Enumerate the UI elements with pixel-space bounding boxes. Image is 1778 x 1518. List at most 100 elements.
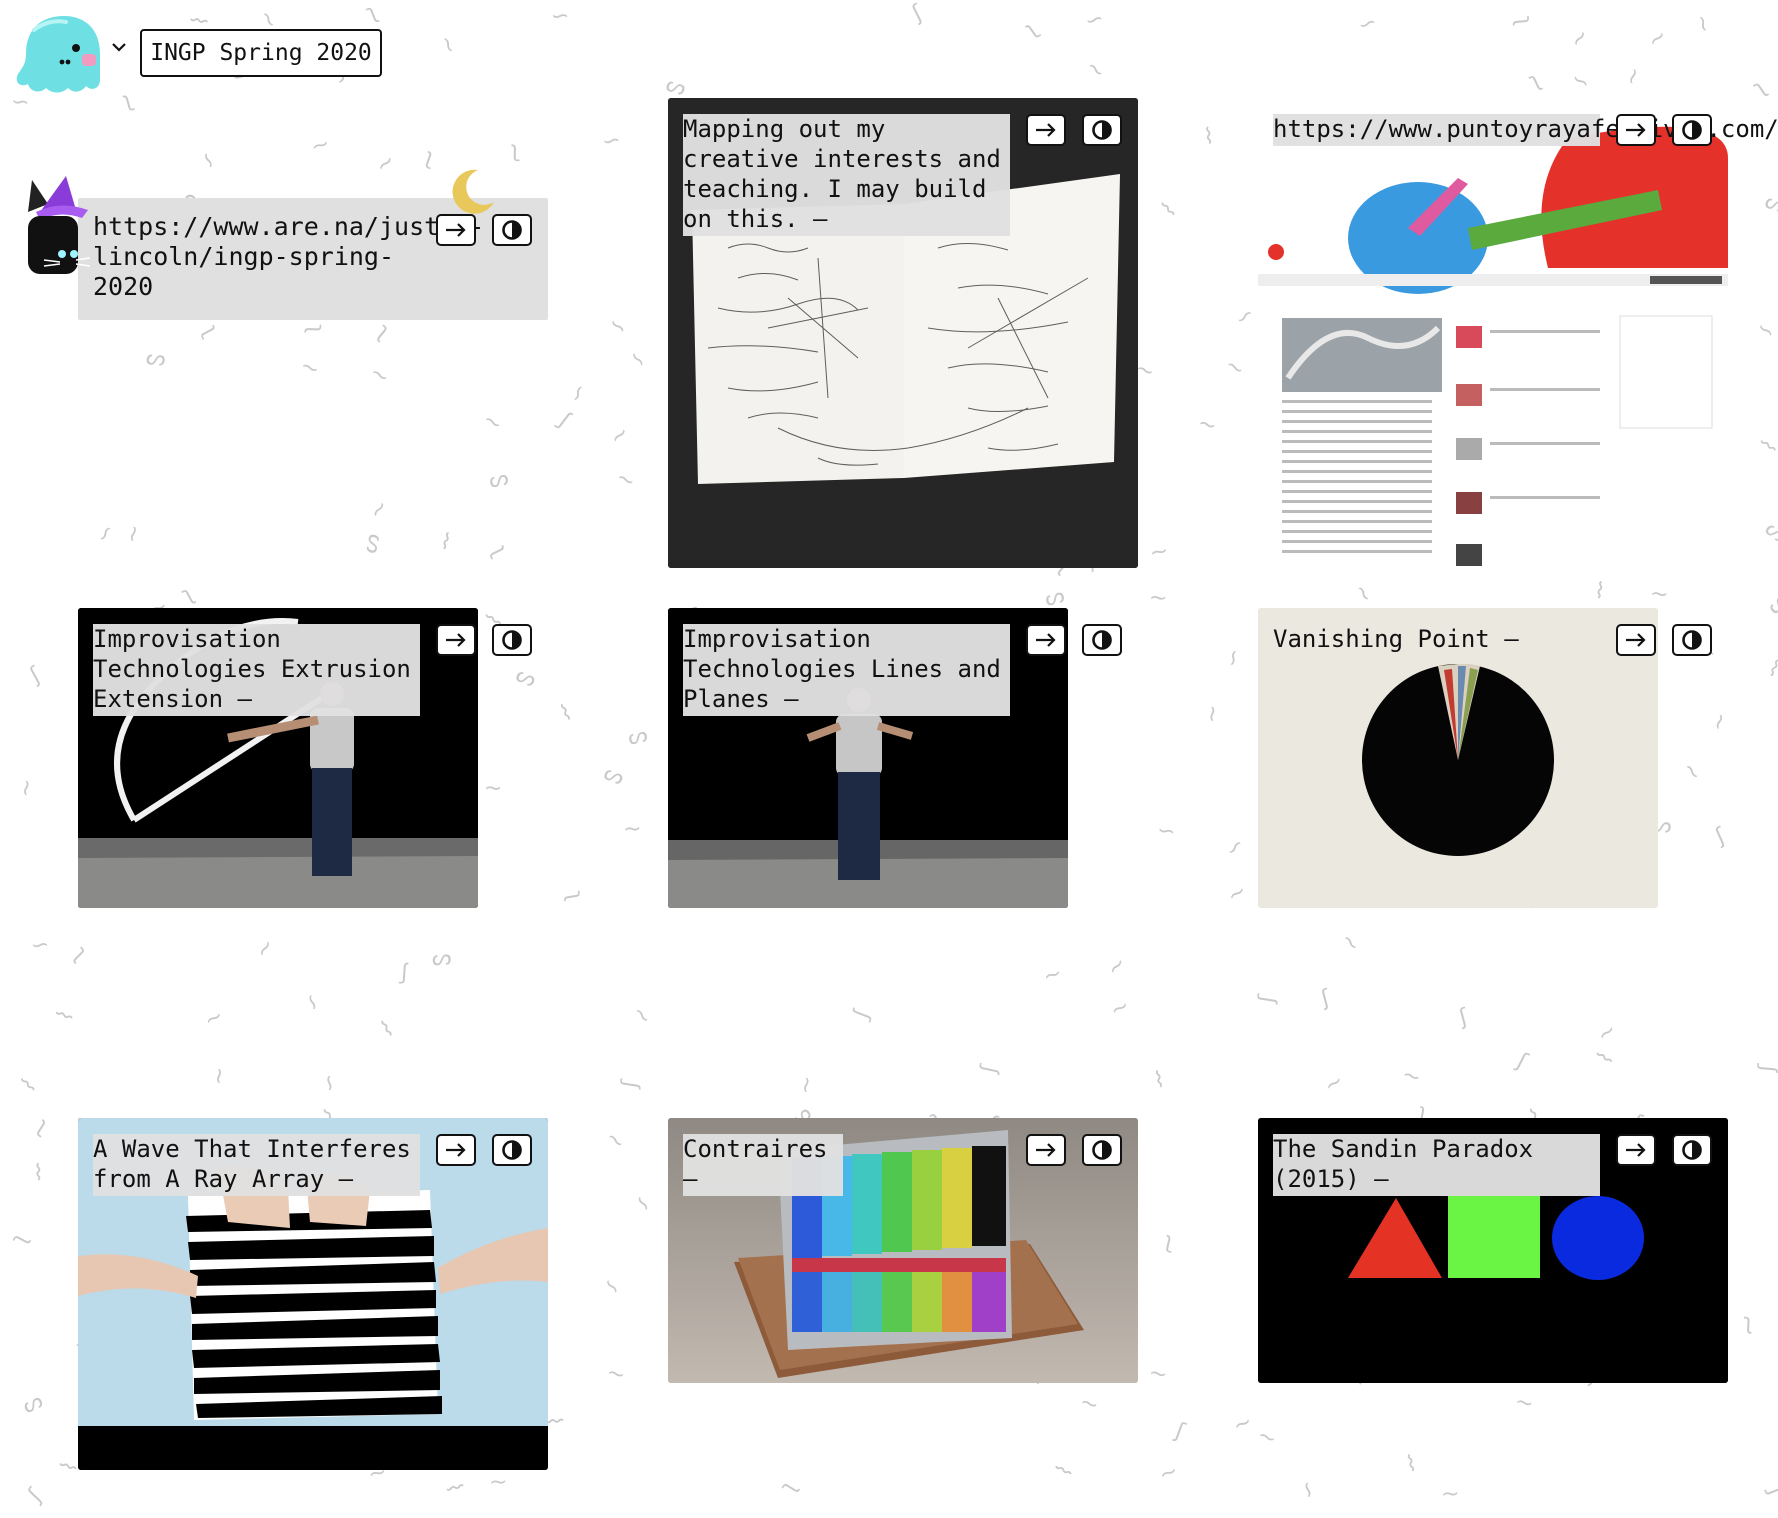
squiggle-mark: ~ <box>1146 1359 1170 1388</box>
squiggle-mark: ≀ <box>1645 27 1671 50</box>
view-card-button[interactable] <box>1082 114 1122 146</box>
card-title: Vanishing Point – <box>1273 625 1519 653</box>
video-card-lines-planes[interactable]: Improvisation Technologies Lines and Pla… <box>668 608 1122 908</box>
card-title: https://www.are.na/justin-lincoln/ingp-s… <box>93 212 485 301</box>
squiggle-mark: ~ <box>626 1000 658 1031</box>
squiggle-mark: ⌇ <box>1753 432 1778 456</box>
squiggle-mark: ʅ <box>120 92 138 119</box>
squiggle-mark: ⌇ <box>16 1073 42 1099</box>
squiggle-mark: ᔕ <box>599 760 629 791</box>
squiggle-mark: ʃ <box>1712 823 1729 850</box>
open-card-button[interactable] <box>1616 624 1656 656</box>
squiggle-mark: ʃ <box>908 0 927 27</box>
squiggle-mark: ⌇ <box>1154 194 1180 221</box>
squiggle-mark: ⌇ <box>1151 1067 1167 1094</box>
squiggle-mark: ~ <box>1348 579 1380 608</box>
squiggle-mark: ⌇ <box>52 1006 80 1026</box>
squiggle-mark: ~ <box>296 352 324 383</box>
squiggle-mark: ∼ <box>1155 1457 1182 1488</box>
view-card-button[interactable] <box>492 214 532 246</box>
half-circle-contrast-icon <box>1092 1140 1112 1160</box>
open-card-button[interactable] <box>1026 114 1066 146</box>
squiggle-mark: ∽ <box>1220 647 1248 669</box>
half-circle-contrast-icon <box>502 220 522 240</box>
squiggle-mark: ≀ <box>1253 1428 1280 1447</box>
squiggle-mark: ∽ <box>316 1072 344 1094</box>
arrow-right-icon <box>1626 633 1646 647</box>
squiggle-mark: ≀ <box>1320 1073 1347 1094</box>
squiggle-mark: ⌇ <box>1403 1451 1419 1478</box>
channel-title-button[interactable]: INGP Spring 2020 <box>140 29 382 77</box>
squiggle-mark: ∼ <box>1648 581 1670 608</box>
view-card-button[interactable] <box>1082 1134 1122 1166</box>
squiggle-mark: ≀ <box>1145 545 1172 559</box>
open-card-button[interactable] <box>1616 1134 1656 1166</box>
squiggle-mark: ∽ <box>1566 66 1595 97</box>
squiggle-mark: ᔕ <box>144 344 168 373</box>
squiggle-mark: ~ <box>1039 959 1066 990</box>
arrow-right-icon <box>1036 123 1056 137</box>
squiggle-mark: ≀ <box>607 423 632 447</box>
squiggle-mark: ʅ <box>371 318 396 345</box>
squiggle-mark: ⌇ <box>443 1479 471 1495</box>
squiggle-mark: ~ <box>1398 1061 1425 1092</box>
image-card-mapping[interactable]: Mapping out my creative interests and te… <box>668 98 1138 568</box>
squiggle-mark: ~ <box>199 1003 228 1034</box>
image-card-contraires[interactable]: Contraires – <box>668 1118 1138 1383</box>
view-card-button[interactable] <box>492 624 532 656</box>
open-card-button[interactable] <box>1026 624 1066 656</box>
open-card-button[interactable] <box>436 624 476 656</box>
squiggle-mark: ⌇ <box>436 528 455 557</box>
squiggle-mark: ʅ <box>418 148 437 176</box>
link-card-are-na[interactable]: https://www.are.na/justin-lincoln/ingp-s… <box>78 198 548 320</box>
link-card-puntoyraya[interactable]: https://www.puntoyrayafestival.com/ <box>1258 98 1778 568</box>
arrow-right-icon <box>1626 1143 1646 1157</box>
squiggle-mark: ≀ <box>603 1129 628 1153</box>
squiggle-mark: ʃ <box>849 1007 876 1024</box>
video-card-wave[interactable]: A Wave That Interferes from A Ray Array … <box>78 1118 548 1470</box>
squiggle-mark: ʃ <box>1172 1418 1188 1445</box>
chevron-down-icon[interactable] <box>110 40 128 54</box>
squiggle-mark: ᔕ <box>1758 518 1778 551</box>
squiggle-mark: ⌇ <box>556 699 577 728</box>
squiggle-mark: ʃ <box>617 1078 644 1090</box>
card-title: The Sandin Paradox (2015) – <box>1273 1134 1600 1196</box>
view-card-button[interactable] <box>1672 1134 1712 1166</box>
squiggle-mark: ∼ <box>1199 703 1227 725</box>
squiggle-mark: ∽ <box>1155 817 1177 846</box>
squiggle-mark: ᔕ <box>431 948 453 975</box>
squiggle-mark: ∽ <box>602 311 633 343</box>
squiggle-mark: ≀ <box>1076 1395 1103 1412</box>
squiggle-mark: ~ <box>611 464 640 495</box>
view-card-button[interactable] <box>1672 624 1712 656</box>
moon-icon <box>452 169 494 214</box>
squiggle-mark: ʅ <box>1742 1309 1754 1336</box>
squiggle-mark: ʅ <box>561 888 588 903</box>
squiggle-mark: ʃ <box>1754 1063 1778 1073</box>
half-circle-contrast-icon <box>1682 630 1702 650</box>
card-title: Contraires – <box>683 1134 843 1196</box>
squiggle-mark: ~ <box>432 31 463 59</box>
video-card-sandin-paradox[interactable]: The Sandin Paradox (2015) – <box>1258 1118 1728 1383</box>
view-card-button[interactable] <box>1082 624 1122 656</box>
squiggle-mark: ∼ <box>1564 23 1596 54</box>
squiggle-mark: ʅ <box>509 142 521 169</box>
open-card-button[interactable] <box>436 214 476 246</box>
image-card-vanishing-point[interactable]: Vanishing Point – <box>1258 608 1712 908</box>
ghost-mascot-icon[interactable] <box>12 14 104 94</box>
view-card-button[interactable] <box>1672 114 1712 146</box>
open-card-button[interactable] <box>436 1134 476 1166</box>
video-card-extrusion[interactable]: Improvisation Technologies Extrusion Ext… <box>78 608 532 908</box>
open-card-button[interactable] <box>1026 1134 1066 1166</box>
squiggle-mark: ∼ <box>1080 53 1112 85</box>
squiggle-mark: ∼ <box>12 776 41 800</box>
squiggle-mark: ⌇ <box>1763 655 1778 684</box>
open-card-button[interactable] <box>1616 114 1656 146</box>
squiggle-mark: ∼ <box>249 933 281 963</box>
squiggle-mark: ∽ <box>193 146 225 174</box>
arrow-right-icon <box>446 633 466 647</box>
squiggle-mark: ∼ <box>119 521 149 547</box>
view-card-button[interactable] <box>492 1134 532 1166</box>
card-title: Improvisation Technologies Lines and Pla… <box>683 624 1010 716</box>
arrow-right-icon <box>446 223 466 237</box>
